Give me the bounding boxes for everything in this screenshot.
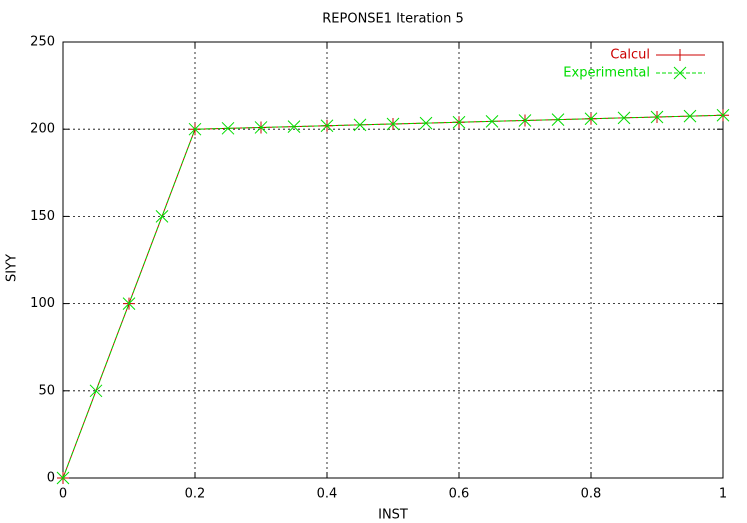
legend-label: Calcul [610,48,650,63]
marker [353,118,367,132]
marker [716,108,730,122]
marker [485,114,499,128]
plot-frame [62,41,724,479]
marker [89,384,103,398]
y-tick-label: 50 [38,383,55,398]
legend-marker [673,66,687,80]
marker [221,121,235,135]
marker [155,210,169,223]
marker [320,119,334,133]
marker [56,471,70,485]
legend-label: Experimental [563,66,650,81]
marker [419,116,433,130]
marker [551,113,565,126]
y-tick-label: 250 [30,35,55,50]
chart-title: REPONSE1 Iteration 5 [322,12,463,27]
y-tick-label: 150 [30,209,55,224]
series-line [62,114,724,479]
marker [683,109,697,123]
x-tick-label: 0.8 [581,487,602,502]
marker [287,120,301,133]
x-tick-label: 0.2 [185,487,206,502]
x-tick-label: 1 [719,487,727,502]
marker [386,117,400,131]
y-tick-label: 200 [30,122,55,137]
marker [617,111,631,125]
y-tick-label: 100 [30,296,55,311]
marker [518,114,532,127]
marker [188,122,202,136]
marker [584,112,598,126]
y-tick-label: 0 [47,471,55,486]
x-tick-label: 0.4 [317,487,338,502]
marker [122,297,136,310]
series-line [62,114,724,479]
legend-marker [674,49,686,61]
marker [452,115,466,129]
x-tick-label: 0.6 [449,487,470,502]
marker [650,110,664,124]
marker [254,121,268,134]
x-tick-label: 0 [59,487,67,502]
x-axis-label: INST [378,508,408,523]
y-axis-label: SIYY [5,254,20,282]
